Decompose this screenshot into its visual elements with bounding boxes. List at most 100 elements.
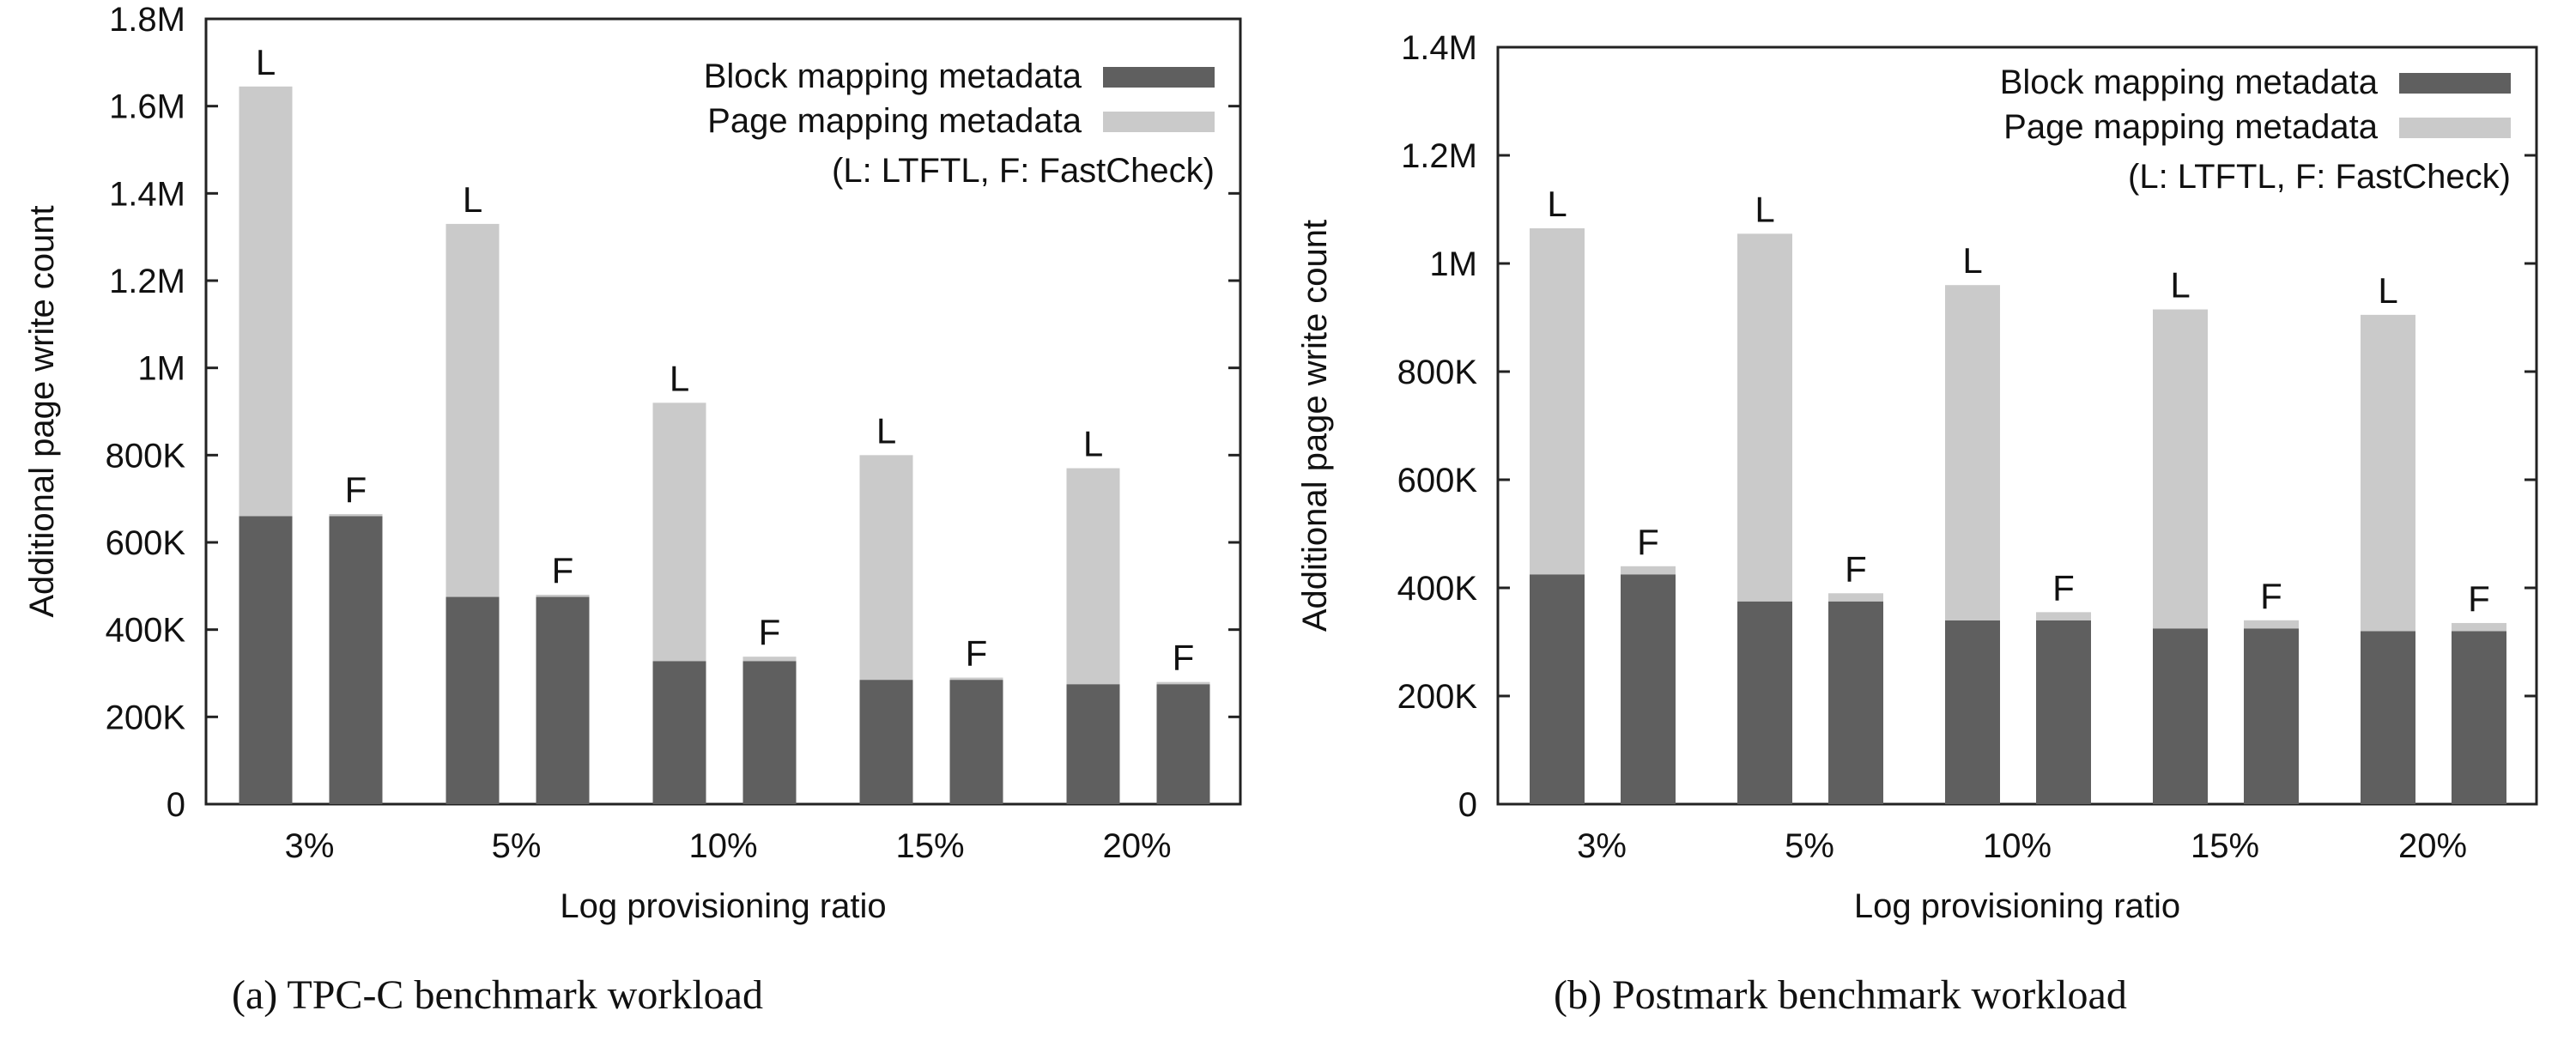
bar-F-block-15% xyxy=(949,680,1003,804)
y-tick-label: 600K xyxy=(1397,462,1478,499)
bar-L-label: L xyxy=(670,358,689,398)
plot-frame xyxy=(204,17,1242,806)
bar-L-block-3% xyxy=(239,516,293,804)
figure-caption: (a) TPC-C benchmark workload xyxy=(232,972,763,1018)
bar-F-block-3% xyxy=(1621,574,1676,804)
x-axis-label: Log provisioning ratio xyxy=(560,887,886,925)
bar-L-block-5% xyxy=(1737,601,1792,804)
bar-F-page-15% xyxy=(2244,620,2299,629)
bar-F-page-3% xyxy=(329,513,383,517)
legend-entry-label: Page mapping metadata xyxy=(707,102,1082,140)
legend-swatch xyxy=(2399,118,2511,138)
bar-L-page-15% xyxy=(859,455,913,681)
bar-L-page-5% xyxy=(445,223,500,597)
figure-caption: (b) Postmark benchmark workload xyxy=(1554,972,2127,1018)
chart-postmark: 0 200K 400K 600K 800K 1M 1.2M 1.4M Additional pa… xyxy=(1296,29,2538,1018)
bar-F-block-3% xyxy=(329,516,383,804)
bar-L-block-20% xyxy=(1066,684,1120,804)
bar-F-block-10% xyxy=(742,661,797,804)
x-tick-label: 10% xyxy=(1983,827,2052,865)
bar-L-label: L xyxy=(256,42,276,82)
bar-L-page-20% xyxy=(2361,314,2415,632)
bar-F-page-20% xyxy=(2452,622,2506,632)
legend-swatch xyxy=(1103,112,1215,132)
bar-F-label: F xyxy=(966,633,988,674)
bar-F-page-10% xyxy=(742,657,797,662)
y-tick-label: 0 xyxy=(1458,786,1477,824)
y-tick-label: 800K xyxy=(106,437,186,475)
bar-L-block-3% xyxy=(1530,574,1585,804)
x-axis-label: Log provisioning ratio xyxy=(1854,887,2180,925)
y-tick-label: 1.6M xyxy=(109,88,185,126)
bar-F-block-15% xyxy=(2244,628,2299,804)
legend-note: (L: LTFTL, F: FastCheck) xyxy=(832,152,1215,190)
bar-F-block-20% xyxy=(2452,631,2506,804)
legend: Block mapping metadata Page mapping metad… xyxy=(2000,64,2511,196)
bar-F-page-20% xyxy=(1156,681,1210,685)
legend-note: (L: LTFTL, F: FastCheck) xyxy=(2128,158,2511,196)
bar-L-block-5% xyxy=(445,596,500,804)
x-tick-label: 20% xyxy=(1102,827,1171,865)
bar-F-block-5% xyxy=(536,596,590,804)
x-tick-label: 3% xyxy=(285,827,335,865)
bar-F-label: F xyxy=(1637,522,1659,562)
bar-L-label: L xyxy=(1962,240,1982,281)
y-tick-label: 600K xyxy=(106,524,186,562)
bar-L-label: L xyxy=(1547,184,1567,224)
bar-L-block-15% xyxy=(2153,628,2208,804)
bar-F-block-5% xyxy=(1828,601,1883,804)
bar-F-label: F xyxy=(1173,638,1195,678)
bar-F-label: F xyxy=(2052,567,2075,608)
bar-F-label: F xyxy=(345,469,367,510)
legend-entry-label: Page mapping metadata xyxy=(2003,108,2379,146)
y-tick-label: 1M xyxy=(1429,245,1477,283)
bar-L-label: L xyxy=(2378,270,2397,311)
x-tick-label: 15% xyxy=(2191,827,2259,865)
x-tick-label: 20% xyxy=(2398,827,2467,865)
legend: Block mapping metadata Page mapping metad… xyxy=(704,57,1215,190)
x-tick-label: 5% xyxy=(1785,827,1834,865)
y-tick-label: 200K xyxy=(1397,678,1478,716)
y-tick-label: 1M xyxy=(137,350,185,388)
y-tick-label: 1.4M xyxy=(109,175,185,213)
y-tick-label: 0 xyxy=(167,786,185,824)
y-tick-label: 1.8M xyxy=(109,1,185,39)
bar-F-page-3% xyxy=(1621,566,1676,575)
bar-L-page-5% xyxy=(1737,233,1792,602)
bar-L-label: L xyxy=(1083,424,1103,464)
bar-L-block-10% xyxy=(652,661,706,804)
bar-F-label: F xyxy=(1845,548,1867,589)
bar-L-block-15% xyxy=(859,680,913,804)
plot-frame xyxy=(1496,45,2538,806)
legend-swatch xyxy=(1103,67,1215,88)
bar-L-label: L xyxy=(1755,189,1774,229)
bar-L-page-3% xyxy=(239,86,293,517)
bar-L-page-20% xyxy=(1066,468,1120,685)
chart-tpcc: 0 200K 400K 600K 800K 1M 1.2M 1.4M 1.6M 1.8M Addit… xyxy=(23,1,1242,1018)
bar-F-page-5% xyxy=(1828,593,1883,602)
bar-L-label: L xyxy=(463,179,482,220)
legend-entry-label: Block mapping metadata xyxy=(704,57,1082,95)
bar-L-label: L xyxy=(2170,265,2190,306)
y-axis-label: Additional page write count xyxy=(23,205,61,617)
bar-F-block-10% xyxy=(2036,620,2091,804)
bar-L-page-15% xyxy=(2153,309,2208,629)
y-tick-label: 400K xyxy=(106,612,186,650)
y-tick-label: 200K xyxy=(106,699,186,736)
bar-F-label: F xyxy=(552,550,574,590)
bar-F-page-10% xyxy=(2036,612,2091,620)
bar-L-block-10% xyxy=(1945,620,2000,804)
bar-L-page-3% xyxy=(1530,228,1585,575)
y-tick-label: 800K xyxy=(1397,354,1478,391)
y-tick-label: 1.2M xyxy=(109,263,185,300)
legend-swatch xyxy=(2399,73,2511,94)
bar-L-label: L xyxy=(876,410,896,451)
bar-L-page-10% xyxy=(1945,285,2000,620)
y-tick-label: 400K xyxy=(1397,570,1478,608)
bar-F-label: F xyxy=(759,612,781,652)
x-tick-label: 5% xyxy=(492,827,542,865)
bar-F-label: F xyxy=(2260,576,2282,616)
bar-L-block-20% xyxy=(2361,631,2415,804)
bar-F-block-20% xyxy=(1156,684,1210,804)
